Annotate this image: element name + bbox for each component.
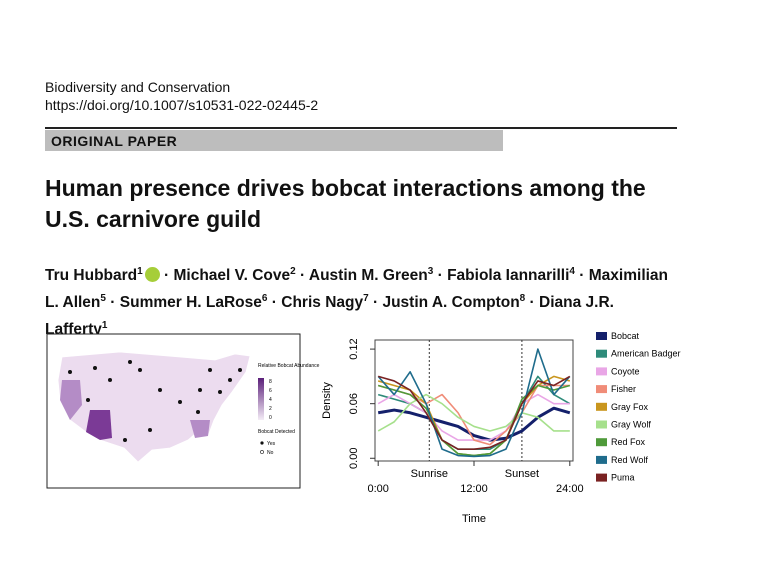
- series-line: [377, 348, 571, 458]
- y-tick-label: 0.12: [348, 338, 360, 359]
- separator: ·: [110, 294, 116, 312]
- author: Maximilian L. Allen: [45, 267, 669, 312]
- author: Chris Nagy: [281, 294, 364, 312]
- x-tick-label: 0:00: [367, 483, 388, 495]
- separator: ·: [164, 267, 170, 285]
- affiliation: 2: [290, 266, 296, 277]
- author: Tru Hubbard: [45, 267, 138, 285]
- affiliation: 6: [261, 293, 268, 305]
- map-detected-label: No: [267, 450, 274, 456]
- map-points: [68, 360, 242, 442]
- paper-title: Human presence drives bobcat interaction…: [45, 175, 646, 232]
- map-detected-label: Yes: [267, 441, 276, 447]
- author: Michael V. Cove: [173, 267, 291, 285]
- legend-label: Bobcat: [611, 331, 640, 341]
- map-region: [190, 420, 210, 438]
- series-line: [377, 384, 571, 457]
- affiliation: 7: [363, 293, 369, 305]
- annotation-label: Sunset: [505, 468, 539, 480]
- map-detected-title: Bobcat Detected: [258, 429, 295, 435]
- legend-swatch: [596, 349, 607, 358]
- doi: https://doi.org/10.1007/s10531-022-02445…: [45, 97, 319, 113]
- legend-dot: [260, 441, 264, 445]
- legend-swatch: [596, 438, 607, 447]
- map-legend-tick: 0: [269, 415, 272, 421]
- map-region: [60, 380, 82, 420]
- y-tick-label: 0.00: [348, 448, 360, 469]
- author: Justin A. Compton: [382, 294, 520, 312]
- separator: ·: [529, 294, 535, 312]
- series-line: [377, 393, 570, 432]
- section-bar: [45, 130, 503, 151]
- x-tick-label: 12:00: [460, 483, 488, 495]
- legend-label: Gray Wolf: [611, 420, 651, 430]
- y-axis-label: Density: [321, 382, 333, 419]
- annotation-label: Sunrise: [411, 468, 448, 480]
- affiliation: 1: [137, 266, 143, 277]
- separator: ·: [372, 294, 379, 312]
- author: Summer H. LaRose: [119, 294, 262, 312]
- series-line: [377, 375, 571, 450]
- orcid-icon[interactable]: [144, 267, 160, 283]
- separator: ·: [579, 267, 585, 285]
- rule: [45, 127, 677, 129]
- legend-dot: [260, 450, 264, 454]
- separator: ·: [271, 294, 277, 312]
- legend-label: Gray Fox: [611, 402, 649, 412]
- legend-swatch: [596, 402, 607, 411]
- x-axis-label: Time: [462, 513, 486, 525]
- series-line: [377, 393, 570, 441]
- author: Fabiola Iannarilli: [447, 267, 570, 285]
- series-line: [377, 406, 571, 442]
- legend-swatch: [596, 455, 607, 464]
- y-tick-label: 0.06: [348, 393, 360, 414]
- map-legend-tick: 4: [269, 397, 272, 403]
- map-legend-tick: 8: [269, 379, 272, 385]
- legend-label: Puma: [611, 473, 635, 483]
- map-legend-title: Relative Bobcat Abundance: [258, 363, 320, 369]
- separator: ·: [299, 267, 306, 285]
- affiliation: 1: [101, 320, 108, 332]
- journal: Biodiversity and Conservation: [45, 79, 231, 95]
- legend-swatch: [596, 473, 607, 482]
- legend-label: Fisher: [611, 384, 636, 394]
- affiliation: 4: [569, 266, 575, 277]
- legend-swatch: [596, 420, 607, 429]
- legend-label: Coyote: [611, 366, 640, 376]
- section-label: ORIGINAL PAPER: [51, 133, 178, 149]
- affiliation: 8: [519, 293, 526, 305]
- map-legend-tick: 2: [269, 406, 272, 412]
- legend-swatch: [596, 367, 607, 376]
- separator: ·: [437, 267, 443, 285]
- legend-swatch: [596, 332, 607, 340]
- affiliation: 3: [427, 266, 434, 277]
- legend-label: American Badger: [611, 349, 681, 359]
- legend-label: Red Wolf: [611, 455, 648, 465]
- x-tick-label: 24:00: [556, 483, 584, 495]
- map-region: [86, 410, 112, 440]
- map-color-bar: [258, 378, 264, 420]
- legend-label: Red Fox: [611, 437, 646, 447]
- author: Austin M. Green: [308, 267, 428, 285]
- affiliation: 5: [100, 293, 106, 305]
- map-legend-tick: 6: [269, 388, 272, 394]
- legend-swatch: [596, 385, 607, 394]
